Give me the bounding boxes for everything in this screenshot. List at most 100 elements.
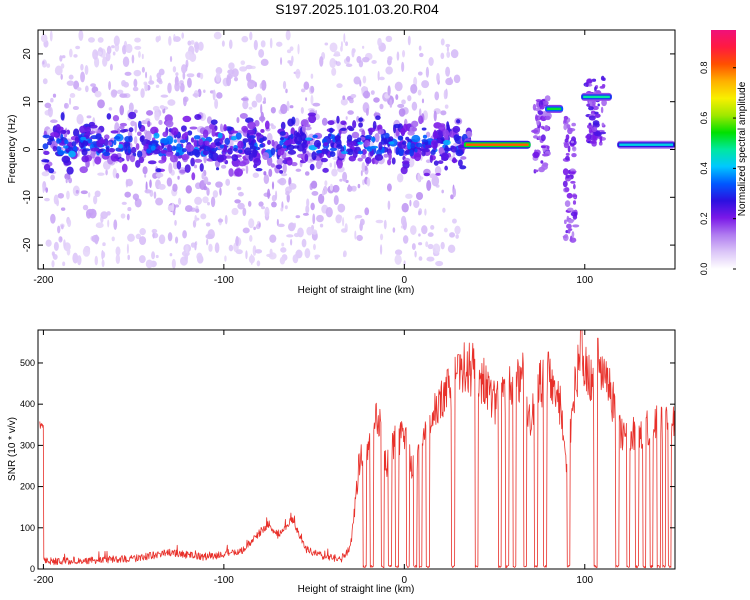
noise-speckle — [125, 43, 133, 54]
broadband-highlight — [118, 143, 123, 149]
noise-speckle — [371, 60, 377, 64]
broadband-highlight — [153, 132, 160, 139]
noise-speckle — [212, 89, 216, 101]
scatter-blob — [599, 136, 603, 143]
noise-speckle — [153, 191, 157, 199]
broadband-blob — [165, 120, 174, 128]
noise-speckle — [293, 232, 300, 238]
noise-speckle — [95, 222, 104, 229]
broadband-blob — [152, 149, 161, 155]
noise-speckle — [350, 93, 357, 99]
noise-speckle — [444, 104, 449, 109]
noise-speckle — [155, 84, 160, 88]
noise-speckle — [425, 66, 430, 78]
broadband-blob — [181, 125, 187, 132]
broadband-blob — [112, 115, 120, 122]
noise-speckle — [108, 80, 112, 91]
noise-speckle — [94, 190, 101, 198]
broadband-blob — [128, 127, 134, 133]
broadband-blob — [68, 150, 76, 158]
noise-speckle — [60, 73, 63, 80]
broadband-blob — [181, 148, 187, 153]
broadband-blob — [162, 131, 168, 137]
noise-speckle — [255, 93, 263, 103]
noise-speckle — [68, 97, 72, 105]
noise-speckle — [419, 52, 424, 58]
noise-speckle — [133, 136, 138, 145]
noise-speckle — [127, 233, 135, 242]
scatter-blob — [537, 135, 542, 141]
broadband-blob — [435, 172, 441, 176]
noise-speckle — [414, 250, 417, 258]
scatter-blob — [567, 169, 571, 175]
broadband-blob — [60, 112, 65, 121]
noise-speckle — [139, 228, 146, 236]
broadband-highlight — [410, 142, 416, 149]
noise-speckle — [50, 119, 58, 124]
broadband-blob — [455, 149, 464, 157]
noise-speckle — [269, 248, 273, 255]
noise-speckle — [194, 42, 199, 54]
noise-speckle — [57, 225, 61, 234]
noise-speckle — [415, 191, 424, 201]
broadband-blob — [405, 149, 410, 154]
noise-speckle — [421, 98, 425, 104]
broadband-blob — [393, 123, 401, 129]
noise-speckle — [62, 261, 66, 267]
broadband-blob — [370, 136, 376, 142]
noise-speckle — [258, 222, 261, 228]
broadband-blob — [146, 110, 154, 116]
broadband-blob — [264, 120, 270, 130]
noise-speckle — [181, 32, 185, 39]
noise-speckle — [241, 35, 249, 43]
noise-speckle — [304, 248, 311, 259]
noise-speckle — [266, 253, 273, 258]
scatter-blob — [563, 142, 569, 149]
noise-speckle — [144, 189, 152, 194]
noise-speckle — [426, 179, 432, 191]
broadband-blob — [363, 140, 371, 148]
noise-speckle — [182, 71, 186, 80]
noise-speckle — [186, 73, 195, 78]
noise-speckle — [145, 71, 148, 79]
noise-speckle — [442, 207, 446, 213]
noise-speckle — [180, 82, 185, 93]
noise-speckle — [205, 233, 214, 240]
noise-speckle — [235, 235, 239, 247]
noise-speckle — [242, 227, 250, 234]
noise-speckle — [455, 234, 459, 239]
noise-speckle — [413, 199, 420, 209]
snr-y-ticks: 0 100 200 300 400 500 — [20, 358, 675, 574]
scatter-blob — [572, 200, 577, 205]
noise-speckle — [210, 196, 216, 208]
noise-speckle — [152, 105, 160, 112]
broadband-blob — [248, 152, 254, 162]
broadband-blob — [328, 127, 334, 134]
noise-speckle — [343, 250, 347, 258]
noise-speckle — [167, 232, 173, 242]
noise-speckle — [206, 238, 209, 246]
broadband-blob — [190, 157, 195, 167]
noise-speckle — [44, 197, 50, 202]
broadband-blob — [411, 134, 421, 143]
noise-speckle — [187, 40, 192, 46]
broadband-blob — [79, 166, 88, 174]
broadband-highlight — [217, 132, 223, 139]
scatter-blob — [599, 85, 605, 89]
noise-speckle — [361, 161, 366, 173]
noise-speckle — [254, 249, 263, 254]
broadband-blob — [237, 149, 243, 154]
scatter-blob — [592, 100, 596, 106]
noise-speckle — [331, 168, 338, 177]
noise-speckle — [433, 110, 437, 122]
noise-speckle — [268, 168, 273, 177]
broadband-blob — [358, 122, 363, 128]
noise-speckle — [76, 255, 82, 266]
noise-speckle — [304, 171, 310, 176]
broadband-blob — [187, 130, 193, 136]
noise-speckle — [271, 181, 275, 190]
spectrogram-y-tick-label: -10 — [22, 190, 33, 205]
noise-speckle — [206, 187, 210, 196]
